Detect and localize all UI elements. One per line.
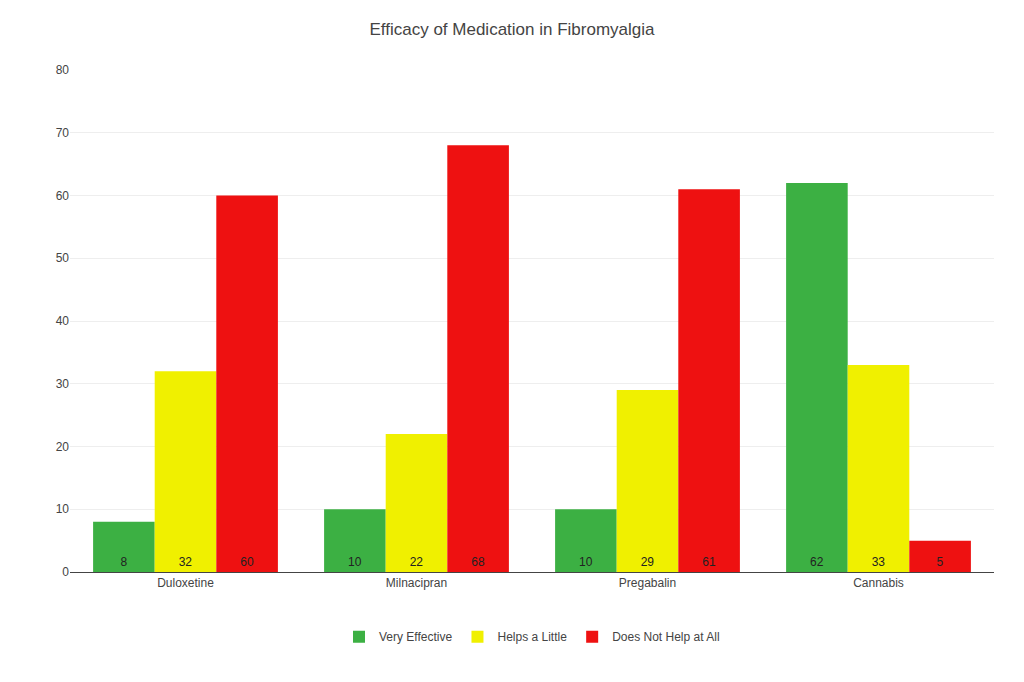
svg-text:Cannabis: Cannabis bbox=[853, 576, 904, 590]
svg-text:62: 62 bbox=[810, 555, 824, 569]
svg-text:10: 10 bbox=[348, 555, 362, 569]
svg-text:60: 60 bbox=[240, 555, 254, 569]
svg-text:Very Effective: Very Effective bbox=[379, 630, 452, 644]
svg-text:29: 29 bbox=[641, 555, 655, 569]
svg-text:22: 22 bbox=[410, 555, 424, 569]
svg-text:8: 8 bbox=[120, 555, 127, 569]
svg-text:Duloxetine: Duloxetine bbox=[157, 576, 214, 590]
svg-text:50: 50 bbox=[56, 251, 70, 265]
svg-text:Efficacy of Medication in Fibr: Efficacy of Medication in Fibromyalgia bbox=[369, 20, 655, 39]
svg-text:33: 33 bbox=[872, 555, 886, 569]
svg-text:10: 10 bbox=[56, 502, 70, 516]
svg-text:40: 40 bbox=[56, 314, 70, 328]
svg-text:32: 32 bbox=[179, 555, 193, 569]
svg-text:20: 20 bbox=[56, 440, 70, 454]
svg-text:5: 5 bbox=[937, 555, 944, 569]
svg-text:Does Not Help at All: Does Not Help at All bbox=[612, 630, 719, 644]
svg-text:Milnacipran: Milnacipran bbox=[386, 576, 447, 590]
svg-text:30: 30 bbox=[56, 377, 70, 391]
svg-text:Pregabalin: Pregabalin bbox=[619, 576, 676, 590]
svg-text:80: 80 bbox=[56, 63, 70, 77]
svg-text:70: 70 bbox=[56, 126, 70, 140]
svg-text:10: 10 bbox=[579, 555, 593, 569]
svg-text:60: 60 bbox=[56, 189, 70, 203]
svg-text:Helps a Little: Helps a Little bbox=[497, 630, 567, 644]
svg-text:61: 61 bbox=[702, 555, 716, 569]
svg-text:68: 68 bbox=[471, 555, 485, 569]
svg-text:0: 0 bbox=[62, 565, 69, 579]
